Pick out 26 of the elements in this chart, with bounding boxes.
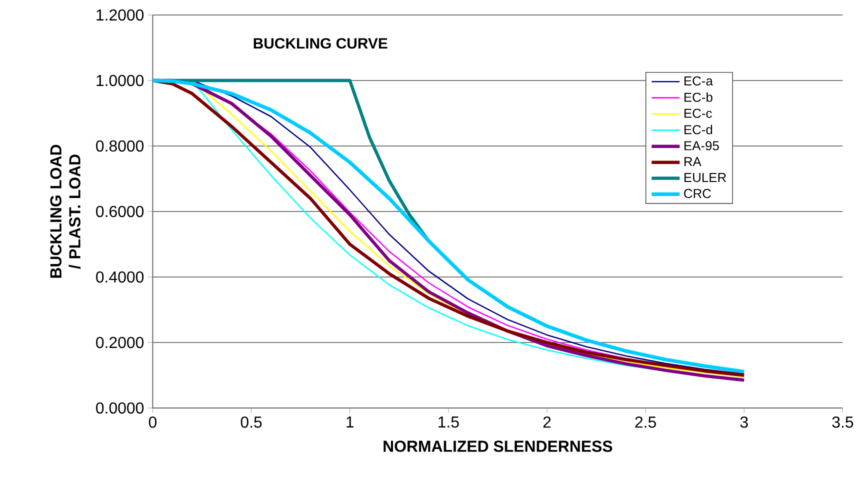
x-tick-label: 3.5	[832, 416, 854, 428]
y-tick-label: 0.0000	[96, 402, 144, 414]
x-tick-label: 0	[148, 416, 157, 428]
x-axis-title: NORMALIZED SLENDERNESS	[384, 440, 612, 452]
legend-label: EC-c	[684, 108, 712, 118]
legend-label: RA	[684, 157, 702, 166]
y-tick-label: 0.4000	[96, 271, 144, 283]
legend-label: EC-b	[684, 92, 712, 102]
y-tick-label: 0.2000	[96, 336, 144, 348]
legend-label: EC-d	[684, 124, 712, 134]
y-axis-title: BUCKLING LOAD / PLAST. LOAD	[50, 144, 81, 278]
x-tick-label: 1.5	[438, 416, 459, 428]
x-tick-label: 2	[543, 416, 551, 428]
x-tick-label: 3	[740, 416, 748, 428]
y-tick-label: 0.8000	[96, 140, 144, 152]
legend-label: EA-95	[684, 141, 719, 150]
legend-label: CRC	[684, 188, 711, 198]
x-tick-label: 0.5	[240, 416, 262, 428]
x-tick-label: 1	[346, 416, 354, 428]
legend-label: EULER	[684, 173, 726, 182]
y-tick-label: 0.6000	[96, 206, 144, 218]
y-tick-label: 1.2000	[96, 9, 144, 21]
text: BUCKLING CURVE	[254, 38, 388, 49]
x-tick-label: 2.5	[635, 416, 656, 428]
legend-label: EC-a	[684, 76, 713, 86]
y-tick-label: 1.0000	[96, 74, 144, 86]
